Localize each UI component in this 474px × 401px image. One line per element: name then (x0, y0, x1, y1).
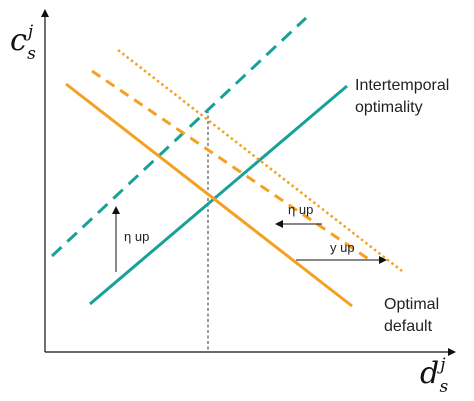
eta-up-right-label: η up (288, 202, 313, 217)
intertemporal-optimality-line (89, 84, 348, 306)
eta-up-left-label: η up (124, 229, 149, 244)
x-axis-label: dj s (420, 355, 449, 397)
intertemporal-shifted-line (50, 16, 308, 258)
optimal-default-label-line2: default (384, 318, 433, 335)
intertemporal-label-line1: Intertemporal (355, 77, 449, 94)
y-up-label: y up (330, 240, 355, 255)
y-axis-label: cj s (10, 22, 36, 64)
optimal-default-line (65, 82, 353, 308)
intertemporal-label-line2: optimality (355, 99, 423, 116)
optimal-default-label-line1: Optimal (384, 296, 439, 313)
optimal-default-eta-shifted-line (91, 69, 371, 262)
